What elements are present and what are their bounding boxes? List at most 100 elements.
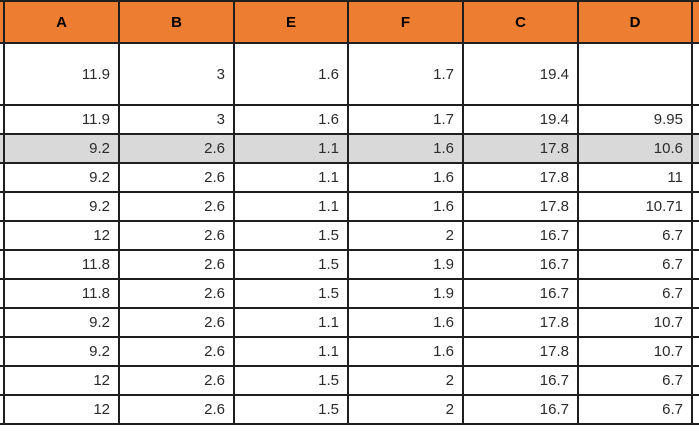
table-cell[interactable]: 1.1 (233, 191, 349, 222)
table-cell[interactable]: 11.8 (3, 249, 120, 280)
table-cell[interactable]: 17.8 (462, 162, 579, 193)
table-cell[interactable]: 10.7 (577, 336, 693, 367)
table-cell[interactable]: 12 (3, 394, 120, 425)
table-cell[interactable]: 6.7 (577, 365, 693, 396)
table-cell-partial-left[interactable] (0, 220, 5, 251)
header-cell-4[interactable]: C (462, 0, 579, 44)
table-cell-partial-left[interactable] (0, 249, 5, 280)
table-cell[interactable]: 1.6 (347, 162, 464, 193)
table-cell[interactable]: 11.8 (3, 278, 120, 309)
table-cell[interactable]: 11 (577, 162, 693, 193)
table-cell[interactable]: 1.5 (233, 365, 349, 396)
table-cell[interactable]: 10.6 (577, 133, 693, 164)
table-cell-partial-left[interactable] (0, 336, 5, 367)
header-cell-partial-right[interactable] (691, 0, 699, 44)
table-cell-partial-right[interactable] (691, 104, 699, 135)
table-cell[interactable]: 9.2 (3, 133, 120, 164)
header-cell-0[interactable]: A (3, 0, 120, 44)
table-cell[interactable]: 16.7 (462, 249, 579, 280)
table-cell-partial-left[interactable] (0, 394, 5, 425)
table-cell-partial-left[interactable] (0, 162, 5, 193)
header-cell-3[interactable]: F (347, 0, 464, 44)
table-cell-partial-right[interactable] (691, 249, 699, 280)
header-cell-1[interactable]: B (118, 0, 235, 44)
table-cell[interactable]: 11.9 (3, 104, 120, 135)
header-cell-partial-left[interactable] (0, 0, 5, 44)
table-cell[interactable]: 6.7 (577, 394, 693, 425)
table-cell[interactable]: 16.7 (462, 278, 579, 309)
table-cell[interactable]: 1.7 (347, 42, 464, 106)
table-cell-partial-right[interactable] (691, 220, 699, 251)
table-cell[interactable]: 2.6 (118, 220, 235, 251)
table-cell[interactable]: 1.5 (233, 220, 349, 251)
table-cell[interactable]: 17.8 (462, 336, 579, 367)
header-cell-5[interactable]: D (577, 0, 693, 44)
table-cell[interactable]: 16.7 (462, 365, 579, 396)
table-cell[interactable]: 1.6 (233, 104, 349, 135)
table-cell[interactable]: 9.2 (3, 162, 120, 193)
table-cell[interactable]: 16.7 (462, 220, 579, 251)
table-cell[interactable]: 9.2 (3, 307, 120, 338)
table-cell[interactable]: 2.6 (118, 394, 235, 425)
table-cell-partial-left[interactable] (0, 42, 5, 106)
table-cell[interactable]: 1.6 (233, 42, 349, 106)
table-cell[interactable]: 17.8 (462, 191, 579, 222)
table-cell[interactable]: 9.2 (3, 191, 120, 222)
table-cell[interactable]: 16.7 (462, 394, 579, 425)
table-cell-partial-right[interactable] (691, 162, 699, 193)
table-cell-partial-right[interactable] (691, 133, 699, 164)
table-cell[interactable]: 2 (347, 365, 464, 396)
table-cell-partial-right[interactable] (691, 336, 699, 367)
table-cell[interactable]: 1.6 (347, 336, 464, 367)
table-cell[interactable]: 1.9 (347, 249, 464, 280)
table-cell[interactable]: 17.8 (462, 133, 579, 164)
table-cell[interactable]: 6.7 (577, 278, 693, 309)
table-cell[interactable]: 2.6 (118, 249, 235, 280)
table-cell[interactable]: 12 (3, 220, 120, 251)
table-cell-partial-right[interactable] (691, 307, 699, 338)
table-cell-partial-right[interactable] (691, 278, 699, 309)
table-cell[interactable]: 10.71 (577, 191, 693, 222)
table-cell[interactable]: 1.7 (347, 104, 464, 135)
table-cell[interactable]: 1.6 (347, 307, 464, 338)
table-cell[interactable]: 1.1 (233, 307, 349, 338)
table-cell-partial-left[interactable] (0, 104, 5, 135)
table-cell[interactable]: 2.6 (118, 162, 235, 193)
table-cell[interactable]: 3 (118, 42, 235, 106)
table-cell[interactable]: 19.4 (462, 104, 579, 135)
table-cell[interactable]: 11.9 (3, 42, 120, 106)
table-cell[interactable]: 17.8 (462, 307, 579, 338)
table-cell[interactable]: 1.6 (347, 133, 464, 164)
table-cell[interactable] (577, 42, 693, 106)
table-cell[interactable]: 10.7 (577, 307, 693, 338)
table-cell[interactable]: 2 (347, 394, 464, 425)
table-cell[interactable]: 2.6 (118, 336, 235, 367)
table-cell[interactable]: 9.2 (3, 336, 120, 367)
table-cell[interactable]: 6.7 (577, 220, 693, 251)
table-cell[interactable]: 2.6 (118, 307, 235, 338)
table-cell[interactable]: 1.1 (233, 336, 349, 367)
table-cell-partial-right[interactable] (691, 191, 699, 222)
table-cell[interactable]: 1.1 (233, 133, 349, 164)
table-cell[interactable]: 1.6 (347, 191, 464, 222)
table-cell-partial-left[interactable] (0, 365, 5, 396)
table-cell[interactable]: 2.6 (118, 278, 235, 309)
table-cell[interactable]: 1.9 (347, 278, 464, 309)
table-cell[interactable]: 6.7 (577, 249, 693, 280)
table-cell[interactable]: 19.4 (462, 42, 579, 106)
table-cell-partial-left[interactable] (0, 191, 5, 222)
table-cell[interactable]: 2.6 (118, 133, 235, 164)
table-cell-partial-right[interactable] (691, 42, 699, 106)
table-cell[interactable]: 2 (347, 220, 464, 251)
table-cell[interactable]: 2.6 (118, 365, 235, 396)
table-cell[interactable]: 3 (118, 104, 235, 135)
table-cell-partial-left[interactable] (0, 133, 5, 164)
table-cell-partial-right[interactable] (691, 365, 699, 396)
table-cell[interactable]: 12 (3, 365, 120, 396)
table-cell[interactable]: 1.5 (233, 249, 349, 280)
table-cell-partial-right[interactable] (691, 394, 699, 425)
table-cell-partial-left[interactable] (0, 307, 5, 338)
table-cell[interactable]: 2.6 (118, 191, 235, 222)
table-cell[interactable]: 9.95 (577, 104, 693, 135)
table-cell[interactable]: 1.5 (233, 278, 349, 309)
